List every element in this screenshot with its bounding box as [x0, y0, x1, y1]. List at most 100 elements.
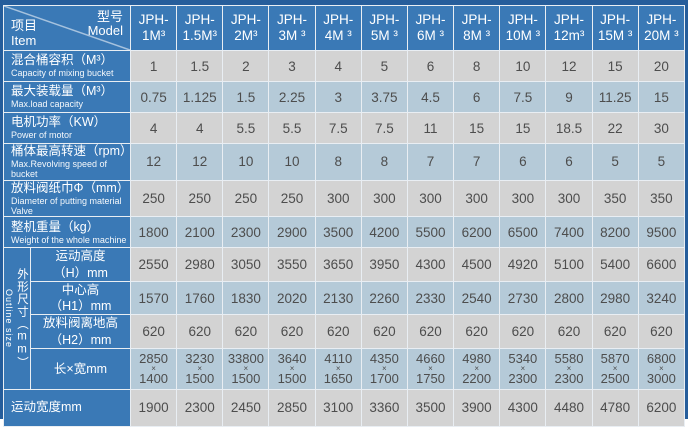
spec-value-cell: 12: [546, 51, 592, 81]
spec-value-cell: 4300: [500, 389, 546, 426]
spec-value-cell: 12: [177, 144, 223, 180]
row-label: 最大装载量（M³） Max.load capacity: [4, 82, 130, 112]
row-sublabel: 放料阀离地高 （H2）mm: [31, 315, 130, 348]
spec-value-cell: 4500: [454, 248, 500, 281]
spec-value-cell: 4300: [407, 248, 454, 281]
spec-value-cell: 1: [131, 51, 177, 81]
spec-value-cell: 4: [131, 113, 177, 143]
spec-value-cell: 10: [269, 144, 315, 180]
column-header-line1: JPH-: [461, 11, 492, 27]
row-label: 电机功率（KW） Power of motor: [4, 113, 130, 143]
column-header-line1: JPH-: [230, 11, 261, 27]
spec-value-cell: 4110 × 1650: [315, 348, 361, 389]
value-line: 1750: [416, 371, 445, 387]
column-header-line2: 1.5M³: [182, 28, 217, 43]
row-label-en: Max.load capacity: [11, 99, 84, 110]
row-label-cn: 最大装载量（M³）: [11, 84, 114, 99]
times-symbol: ×: [197, 364, 203, 374]
header-row: 型号 Model 项目 Item JPH- 1M³ JPH- 1.5M³ JPH- 2M³…: [4, 6, 684, 50]
spec-value-cell: 2300: [223, 217, 269, 248]
spec-value-cell: 2800: [546, 281, 592, 315]
column-header-line2: 8M ³: [463, 28, 491, 43]
spec-value-cell: 250: [177, 180, 223, 217]
spec-value-cell: 2450: [223, 389, 269, 426]
times-symbol: ×: [612, 364, 618, 374]
column-header-line2: 2M³: [234, 28, 258, 43]
spec-value-cell: 9500: [638, 217, 684, 248]
value-line: 6800: [646, 350, 676, 366]
value-line: 2300: [554, 371, 584, 387]
spec-value-cell: 2730: [500, 281, 546, 315]
row-label-en: Weight of the whole machine: [11, 234, 127, 245]
row-label: 整机重量（kg） Weight of the whole machine: [4, 217, 130, 248]
spec-value-cell: 11: [407, 113, 454, 143]
spec-value-cell: 8200: [592, 217, 638, 248]
column-header-line1: JPH-: [323, 11, 354, 27]
corner-model-cn: 型号: [96, 9, 123, 24]
value-line: 2200: [462, 371, 492, 387]
value-line: 1400: [139, 371, 169, 387]
spec-value-cell: 12: [131, 144, 177, 180]
spec-value-cell: 3360: [361, 389, 407, 426]
value-line: 1500: [185, 371, 215, 387]
spec-value-cell: 6500: [500, 217, 546, 248]
column-header: JPH- 1M³: [131, 6, 177, 50]
spec-value-cell: 3650: [315, 248, 361, 281]
spec-value-cell: 620: [638, 315, 684, 348]
table-row: 运动宽度mm 1900 2300 2450 2850 3100 3360 3500 3900 43…: [4, 389, 684, 426]
row-label-cn: 桶体最高转速（rpm）: [11, 144, 130, 158]
value-line: 4660: [416, 350, 445, 366]
spec-value-cell: 10: [223, 144, 269, 180]
row-sublabel-line: （H1）mm: [49, 299, 112, 314]
row-sublabel-line: （H2）mm: [49, 332, 112, 347]
column-header: JPH- 15M ³: [592, 6, 638, 50]
times-symbol: ×: [289, 364, 295, 374]
spec-value-cell: 2850: [269, 389, 315, 426]
outline-size-group-label: Outline size 外形尺寸（mm）: [4, 248, 30, 389]
spec-value-cell: 22: [592, 113, 638, 143]
spec-value-cell: 300: [361, 180, 407, 217]
spec-value-cell: 2330: [407, 281, 454, 315]
spec-value-cell: 7: [454, 144, 500, 180]
spec-value-cell: 15: [638, 82, 684, 112]
spec-table-body: 混合桶容积（M³） Capacity of mixing bucket 1 1.5 2 3…: [4, 51, 684, 426]
spec-value-cell: 1760: [177, 281, 223, 315]
spec-value-cell: 0.75: [131, 82, 177, 112]
corner-header: 型号 Model 项目 Item: [4, 6, 130, 50]
spec-value-cell: 7.5: [361, 113, 407, 143]
spec-value-cell: 15: [592, 51, 638, 81]
group-label-cn: 外形尺寸（mm）: [16, 268, 28, 370]
spec-value-cell: 6: [500, 144, 546, 180]
times-symbol: ×: [566, 364, 572, 374]
spec-value-cell: 620: [407, 315, 454, 348]
corner-model-en: Model: [87, 23, 123, 38]
spec-value-cell: 2900: [269, 217, 315, 248]
spec-value-cell: 5100: [546, 248, 592, 281]
spec-value-cell: 3550: [269, 248, 315, 281]
spec-value-cell: 620: [269, 315, 315, 348]
row-sublabel: 运动高度 （H）mm: [31, 248, 130, 281]
row-label-en: Capacity of mixing bucket: [11, 68, 114, 79]
spec-value-cell: 4920: [500, 248, 546, 281]
group-label-en: Outline size: [4, 289, 14, 349]
value-line: 2500: [600, 371, 630, 387]
spec-value-cell: 1570: [131, 281, 177, 315]
row-label-cn: 整机重量（kg）: [11, 219, 100, 234]
value-line: 5580: [554, 350, 584, 366]
row-label: 放料阀纸巾Φ（mm） Diameter of putting material V…: [4, 180, 130, 217]
times-symbol: ×: [335, 364, 341, 374]
spec-value-cell: 4780: [592, 389, 638, 426]
spec-value-cell: 4980 × 2200: [454, 348, 500, 389]
spec-value-cell: 2980: [177, 248, 223, 281]
spec-value-cell: 6800 × 3000: [638, 348, 684, 389]
spec-value-cell: 3230 × 1500: [177, 348, 223, 389]
row-label: 运动宽度mm: [4, 389, 130, 426]
spec-value-cell: 620: [592, 315, 638, 348]
spec-table: 型号 Model 项目 Item JPH- 1M³ JPH- 1.5M³ JPH- 2M³…: [3, 5, 685, 427]
spec-value-cell: 5580 × 2300: [546, 348, 592, 389]
spec-value-cell: 33800 × 1500: [223, 348, 269, 389]
spec-value-cell: 20: [638, 51, 684, 81]
spec-value-cell: 2550: [131, 248, 177, 281]
spec-value-cell: 250: [131, 180, 177, 217]
times-symbol: ×: [243, 364, 249, 374]
